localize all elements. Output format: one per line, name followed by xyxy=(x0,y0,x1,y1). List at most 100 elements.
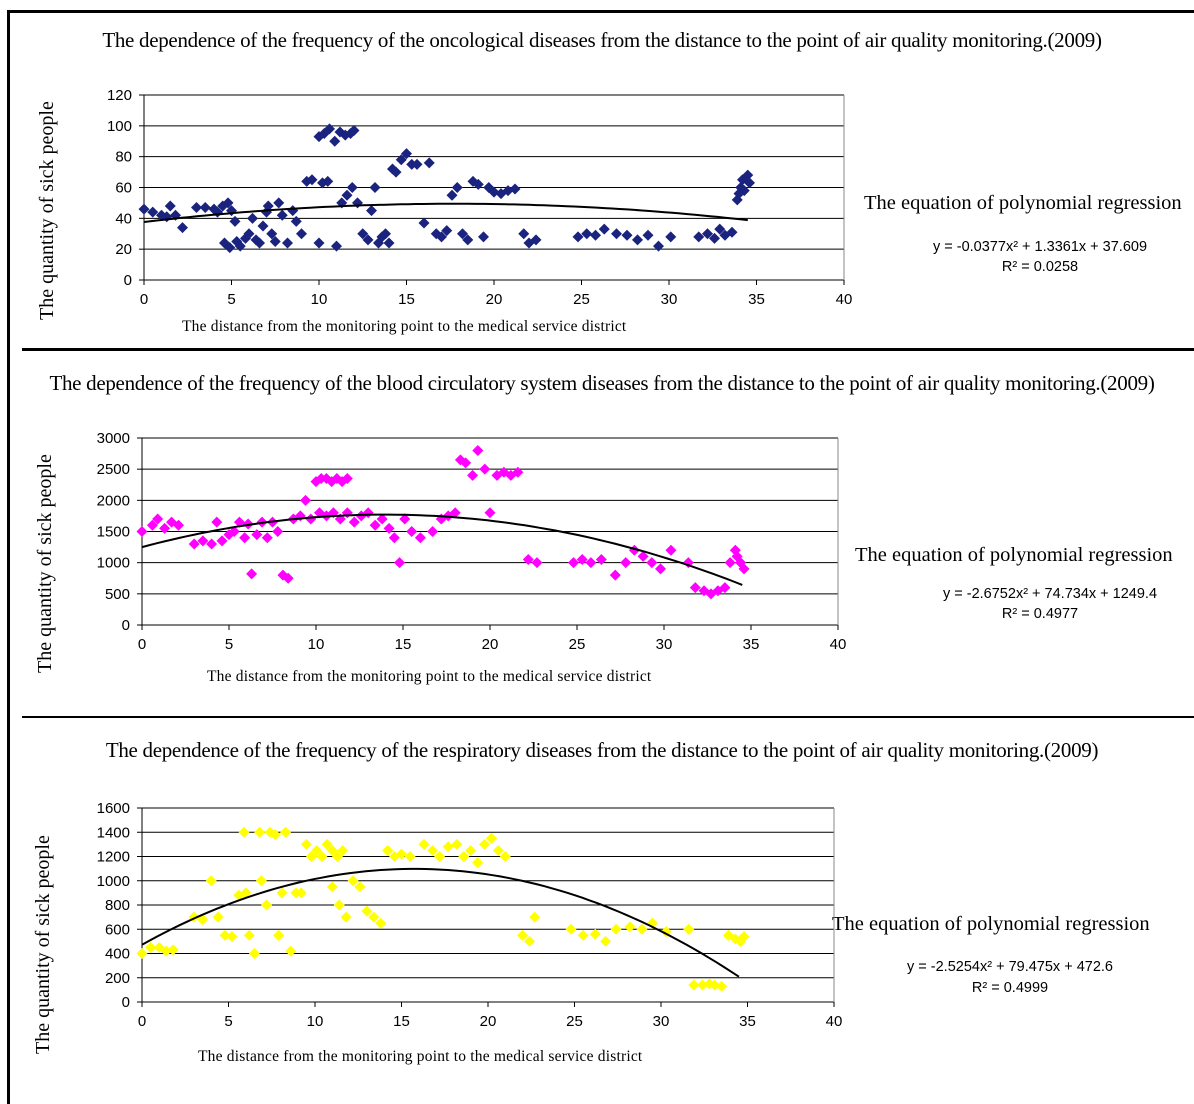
data-point xyxy=(499,851,511,862)
data-point xyxy=(331,851,343,862)
data-point xyxy=(208,203,220,215)
data-point xyxy=(167,944,179,956)
data-point xyxy=(529,911,541,923)
data-point xyxy=(518,228,530,240)
data-point xyxy=(458,851,470,862)
data-point xyxy=(702,228,713,240)
data-point xyxy=(280,826,292,838)
data-point xyxy=(329,135,341,147)
y-tick-label: 120 xyxy=(107,87,132,104)
scatter-plot: 0 200 400 600 800 1000 1200 1400 1600 0 5 10 15 20 25 3… xyxy=(97,800,843,1030)
data-point xyxy=(295,887,307,899)
y-tick-label: 600 xyxy=(105,921,130,938)
data-point xyxy=(738,563,750,575)
data-point xyxy=(136,948,148,959)
data-point xyxy=(160,945,172,957)
data-point xyxy=(465,844,477,856)
data-point xyxy=(336,476,348,488)
x-tick-label: 15 xyxy=(398,291,415,308)
data-point xyxy=(705,588,717,600)
data-point xyxy=(273,929,285,941)
y-tick-label: 1200 xyxy=(97,849,130,866)
data-point xyxy=(331,240,342,252)
data-point xyxy=(197,535,209,547)
y-tick-label: 2500 xyxy=(97,461,130,478)
y-tick-label: 1400 xyxy=(97,824,130,841)
data-point xyxy=(369,519,381,531)
data-point xyxy=(166,516,178,528)
data-point xyxy=(399,513,411,525)
data-point xyxy=(460,457,472,469)
data-point xyxy=(333,899,345,911)
data-point xyxy=(310,476,322,488)
data-point xyxy=(572,231,584,243)
data-point xyxy=(306,851,318,862)
x-axis-label: The distance from the monitoring point t… xyxy=(182,318,627,335)
data-point xyxy=(719,582,731,594)
x-tick-label: 5 xyxy=(227,291,235,308)
data-point xyxy=(383,522,395,534)
data-point xyxy=(300,494,312,506)
y-tick-label: 400 xyxy=(105,946,130,963)
data-point xyxy=(197,914,209,926)
data-point xyxy=(347,875,359,887)
data-point xyxy=(581,228,593,240)
data-point xyxy=(247,212,258,224)
x-tick-label: 40 xyxy=(836,291,853,308)
data-point xyxy=(472,178,484,190)
data-point xyxy=(366,205,377,217)
data-point xyxy=(161,211,173,223)
data-point xyxy=(485,832,497,844)
x-tick-label: 0 xyxy=(138,1013,146,1030)
data-point xyxy=(348,124,360,136)
data-point xyxy=(729,933,741,945)
data-point xyxy=(272,526,284,537)
data-point xyxy=(248,948,260,959)
data-point xyxy=(233,889,245,901)
y-tick-label: 200 xyxy=(105,970,130,987)
data-point xyxy=(152,513,164,525)
data-point xyxy=(435,513,447,525)
data-point xyxy=(427,844,439,856)
data-point xyxy=(716,980,728,992)
data-point xyxy=(354,881,366,893)
data-point xyxy=(254,826,266,838)
data-point xyxy=(531,557,543,569)
data-point xyxy=(484,507,496,519)
data-point xyxy=(406,526,418,537)
chart-panel-respiratory: The dependence of the frequency of the r… xyxy=(10,718,1194,1104)
data-point xyxy=(665,544,677,556)
data-point xyxy=(472,444,484,456)
regression-heading: The equation of polynomial regression xyxy=(855,544,1173,566)
data-point xyxy=(211,516,223,528)
data-point xyxy=(682,557,694,569)
regression-heading: The equation of polynomial regression xyxy=(832,913,1150,935)
data-point xyxy=(261,206,272,218)
regression-r-squared: R² = 0.4999 xyxy=(971,980,1049,996)
data-point xyxy=(491,469,503,481)
data-point xyxy=(577,929,589,941)
data-point xyxy=(305,513,317,525)
y-tick-label: 2000 xyxy=(97,492,130,509)
regression-r-squared: R² = 0.4977 xyxy=(1001,606,1079,622)
x-tick-label: 15 xyxy=(395,636,412,653)
data-point xyxy=(492,844,504,856)
data-point xyxy=(585,557,597,569)
data-point xyxy=(636,923,648,935)
regression-equation: y = -0.0377x² + 1.3361x + 37.609 xyxy=(932,239,1148,255)
data-point xyxy=(337,844,349,856)
data-point xyxy=(346,182,358,193)
x-tick-label: 40 xyxy=(826,1013,843,1030)
data-point xyxy=(216,535,228,547)
data-point xyxy=(414,532,426,544)
panel-divider-2 xyxy=(22,716,1194,718)
data-point xyxy=(524,935,536,947)
data-point xyxy=(738,185,750,197)
data-point xyxy=(495,188,507,200)
y-axis-label: The quantity of sick people xyxy=(36,101,58,320)
data-point xyxy=(451,838,463,850)
data-point xyxy=(442,841,454,853)
data-point xyxy=(188,911,200,923)
y-tick-label: 1600 xyxy=(97,800,130,817)
data-point xyxy=(222,197,234,209)
